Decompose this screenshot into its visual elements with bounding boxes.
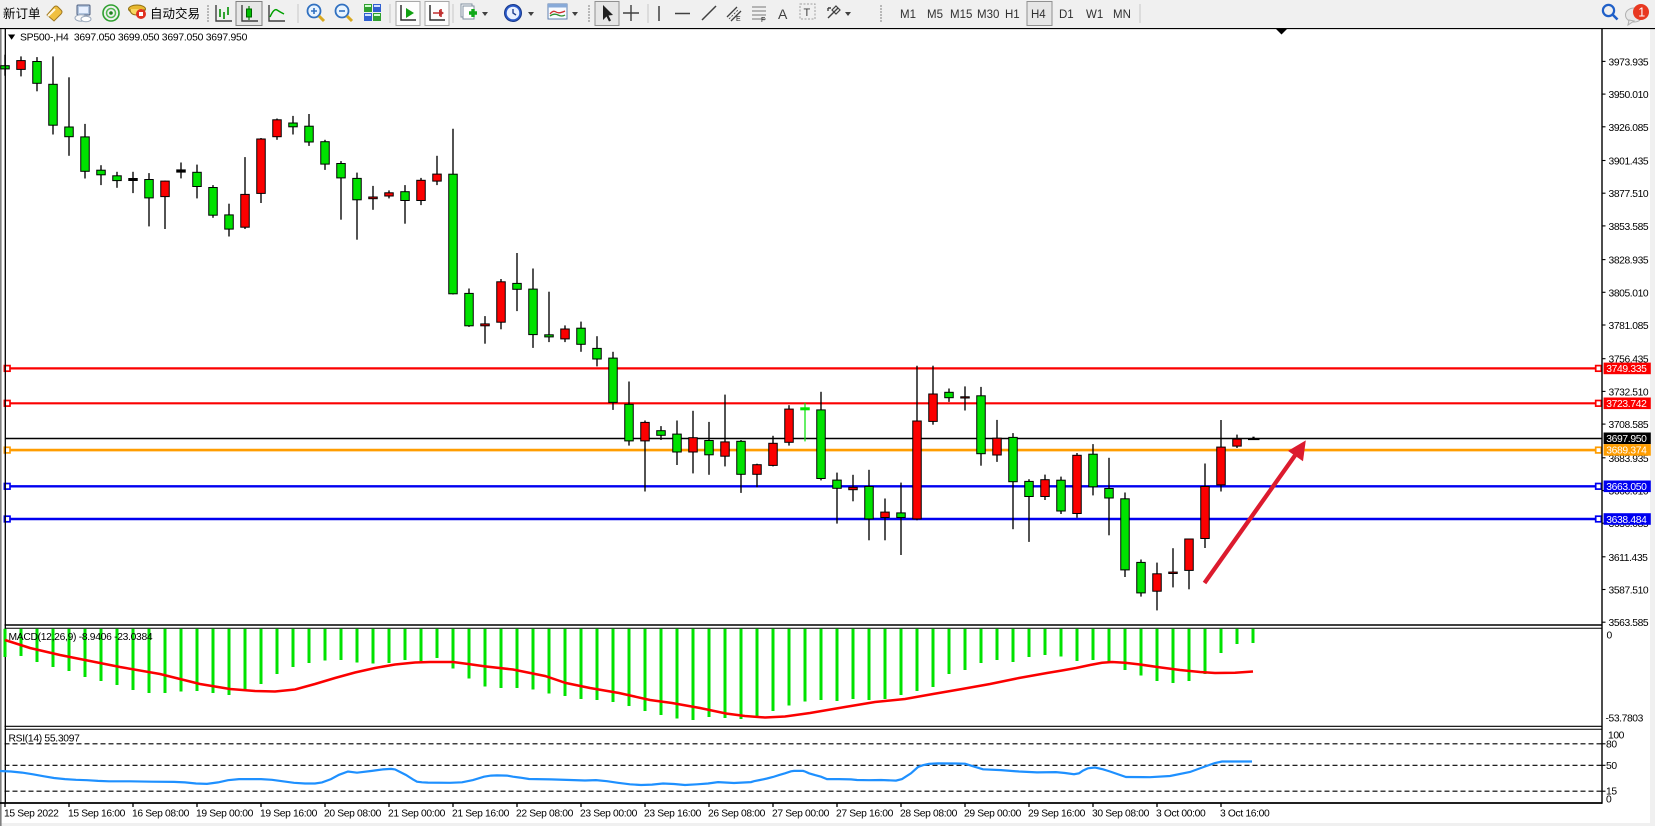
svg-text:M1: M1 (900, 9, 916, 21)
svg-text:29 Sep 16:00: 29 Sep 16:00 (1028, 809, 1086, 820)
svg-text:23 Sep 00:00: 23 Sep 00:00 (580, 809, 638, 820)
svg-text:自动交易: 自动交易 (150, 6, 200, 21)
svg-text:3638.484: 3638.484 (1606, 515, 1647, 526)
svg-text:M15: M15 (950, 9, 972, 21)
svg-text:3877.510: 3877.510 (1609, 189, 1649, 200)
svg-text:22 Sep 08:00: 22 Sep 08:00 (516, 809, 574, 820)
svg-text:A: A (778, 6, 788, 22)
svg-text:3756.435: 3756.435 (1609, 355, 1649, 366)
svg-text:F: F (761, 17, 765, 24)
svg-text:19 Sep 16:00: 19 Sep 16:00 (260, 809, 318, 820)
svg-text:3805.010: 3805.010 (1609, 288, 1649, 299)
svg-text:3781.085: 3781.085 (1609, 321, 1649, 332)
svg-text:3901.435: 3901.435 (1609, 157, 1649, 168)
svg-text:-53.7803: -53.7803 (1606, 714, 1644, 725)
svg-text:0: 0 (1607, 631, 1613, 642)
svg-text:SP500-,H4 3697.050 3699.050 3: SP500-,H4 3697.050 3699.050 3697.050 369… (20, 32, 248, 43)
svg-text:T: T (804, 7, 811, 19)
svg-text:16 Sep 08:00: 16 Sep 08:00 (132, 809, 190, 820)
svg-text:H4: H4 (1031, 9, 1046, 21)
svg-text:新订单: 新订单 (3, 6, 41, 21)
svg-text:30 Sep 08:00: 30 Sep 08:00 (1092, 809, 1150, 820)
svg-text:15: 15 (1606, 787, 1617, 798)
svg-text:3749.335: 3749.335 (1606, 364, 1647, 375)
svg-text:21 Sep 00:00: 21 Sep 00:00 (388, 809, 446, 820)
svg-text:3 Oct 00:00: 3 Oct 00:00 (1156, 809, 1206, 820)
svg-text:100: 100 (1608, 731, 1625, 742)
svg-text:15 Sep 16:00: 15 Sep 16:00 (68, 809, 126, 820)
svg-text:3828.935: 3828.935 (1609, 256, 1649, 267)
svg-text:3 Oct 16:00: 3 Oct 16:00 (1220, 809, 1270, 820)
svg-text:3683.935: 3683.935 (1609, 454, 1649, 465)
svg-text:3697.950: 3697.950 (1606, 434, 1647, 445)
svg-text:H1: H1 (1005, 9, 1020, 21)
svg-text:1: 1 (1638, 6, 1645, 20)
svg-text:3732.510: 3732.510 (1609, 387, 1649, 398)
svg-text:D1: D1 (1059, 9, 1074, 21)
svg-text:3853.585: 3853.585 (1609, 222, 1649, 233)
svg-text:3611.435: 3611.435 (1609, 553, 1649, 564)
svg-text:3587.510: 3587.510 (1609, 586, 1649, 597)
svg-text:3973.935: 3973.935 (1609, 57, 1649, 68)
svg-text:80: 80 (1606, 740, 1617, 751)
svg-text:MACD(12,26,9) -8.9406 -23.0384: MACD(12,26,9) -8.9406 -23.0384 (9, 632, 153, 643)
svg-text:50: 50 (1606, 761, 1617, 772)
svg-text:3563.585: 3563.585 (1609, 618, 1649, 629)
svg-text:E: E (736, 16, 741, 23)
svg-text:27 Sep 00:00: 27 Sep 00:00 (772, 809, 830, 820)
svg-text:23 Sep 16:00: 23 Sep 16:00 (644, 809, 702, 820)
svg-text:3723.742: 3723.742 (1606, 399, 1647, 410)
svg-text:3689.374: 3689.374 (1606, 446, 1647, 457)
svg-text:26 Sep 08:00: 26 Sep 08:00 (708, 809, 766, 820)
svg-text:3708.585: 3708.585 (1609, 420, 1649, 431)
svg-text:3663.050: 3663.050 (1606, 482, 1647, 493)
svg-text:15 Sep 2022: 15 Sep 2022 (4, 809, 59, 820)
svg-text:29 Sep 00:00: 29 Sep 00:00 (964, 809, 1022, 820)
svg-text:21 Sep 16:00: 21 Sep 16:00 (452, 809, 510, 820)
svg-text:M30: M30 (977, 9, 999, 21)
svg-text:W1: W1 (1086, 9, 1103, 21)
svg-text:20 Sep 08:00: 20 Sep 08:00 (324, 809, 382, 820)
svg-text:0: 0 (1606, 795, 1612, 806)
svg-text:3926.085: 3926.085 (1609, 123, 1649, 134)
svg-text:28 Sep 08:00: 28 Sep 08:00 (900, 809, 958, 820)
svg-text:27 Sep 16:00: 27 Sep 16:00 (836, 809, 894, 820)
svg-text:RSI(14) 55.3097: RSI(14) 55.3097 (9, 734, 81, 745)
svg-text:19 Sep 00:00: 19 Sep 00:00 (196, 809, 254, 820)
svg-text:M5: M5 (927, 9, 943, 21)
svg-text:MN: MN (1113, 9, 1131, 21)
svg-text:3950.010: 3950.010 (1609, 90, 1649, 101)
